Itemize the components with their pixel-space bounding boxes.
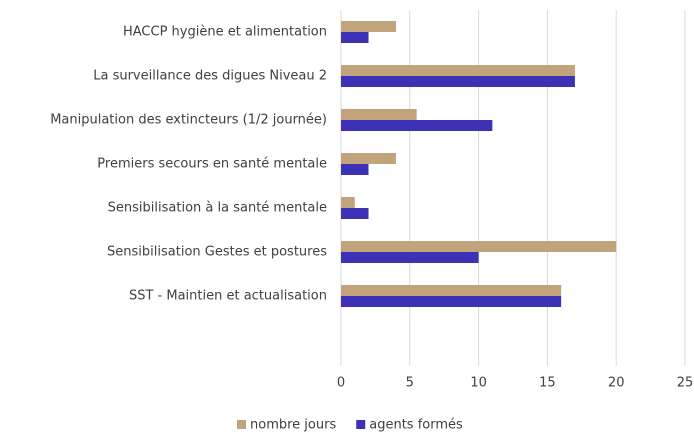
legend-label: nombre jours bbox=[250, 418, 336, 433]
bar bbox=[341, 65, 575, 76]
bar bbox=[341, 76, 575, 87]
y-tick-label: Sensibilisation Gestes et postures bbox=[107, 245, 327, 260]
y-tick-label: Sensibilisation à la santé mentale bbox=[108, 201, 327, 216]
bar bbox=[341, 285, 562, 296]
x-tick-label: 0 bbox=[337, 376, 345, 391]
y-tick-label: La surveillance des digues Niveau 2 bbox=[93, 69, 327, 84]
bar bbox=[341, 32, 369, 43]
y-tick-label: Premiers secours en santé mentale bbox=[97, 157, 327, 172]
legend-swatch bbox=[237, 420, 246, 429]
y-tick-label: HACCP hygiène et alimentation bbox=[123, 25, 327, 40]
bar bbox=[341, 296, 562, 307]
x-tick-label: 20 bbox=[608, 376, 625, 391]
y-tick-label: SST - Maintien et actualisation bbox=[129, 289, 327, 304]
x-tick-label: 25 bbox=[677, 376, 694, 391]
bar bbox=[341, 241, 617, 252]
y-tick-label: Manipulation des extincteurs (1/2 journé… bbox=[50, 113, 327, 128]
bar bbox=[341, 252, 479, 263]
bar bbox=[341, 153, 397, 164]
bar bbox=[341, 197, 355, 208]
x-tick-label: 5 bbox=[406, 376, 414, 391]
x-tick-label: 15 bbox=[539, 376, 556, 391]
bar bbox=[341, 120, 493, 131]
bar bbox=[341, 164, 369, 175]
bar bbox=[341, 21, 397, 32]
bar bbox=[341, 109, 417, 120]
x-tick-label: 10 bbox=[470, 376, 487, 391]
legend-swatch bbox=[356, 420, 366, 429]
legend-label: agents formés bbox=[369, 418, 463, 433]
bar bbox=[341, 208, 369, 219]
